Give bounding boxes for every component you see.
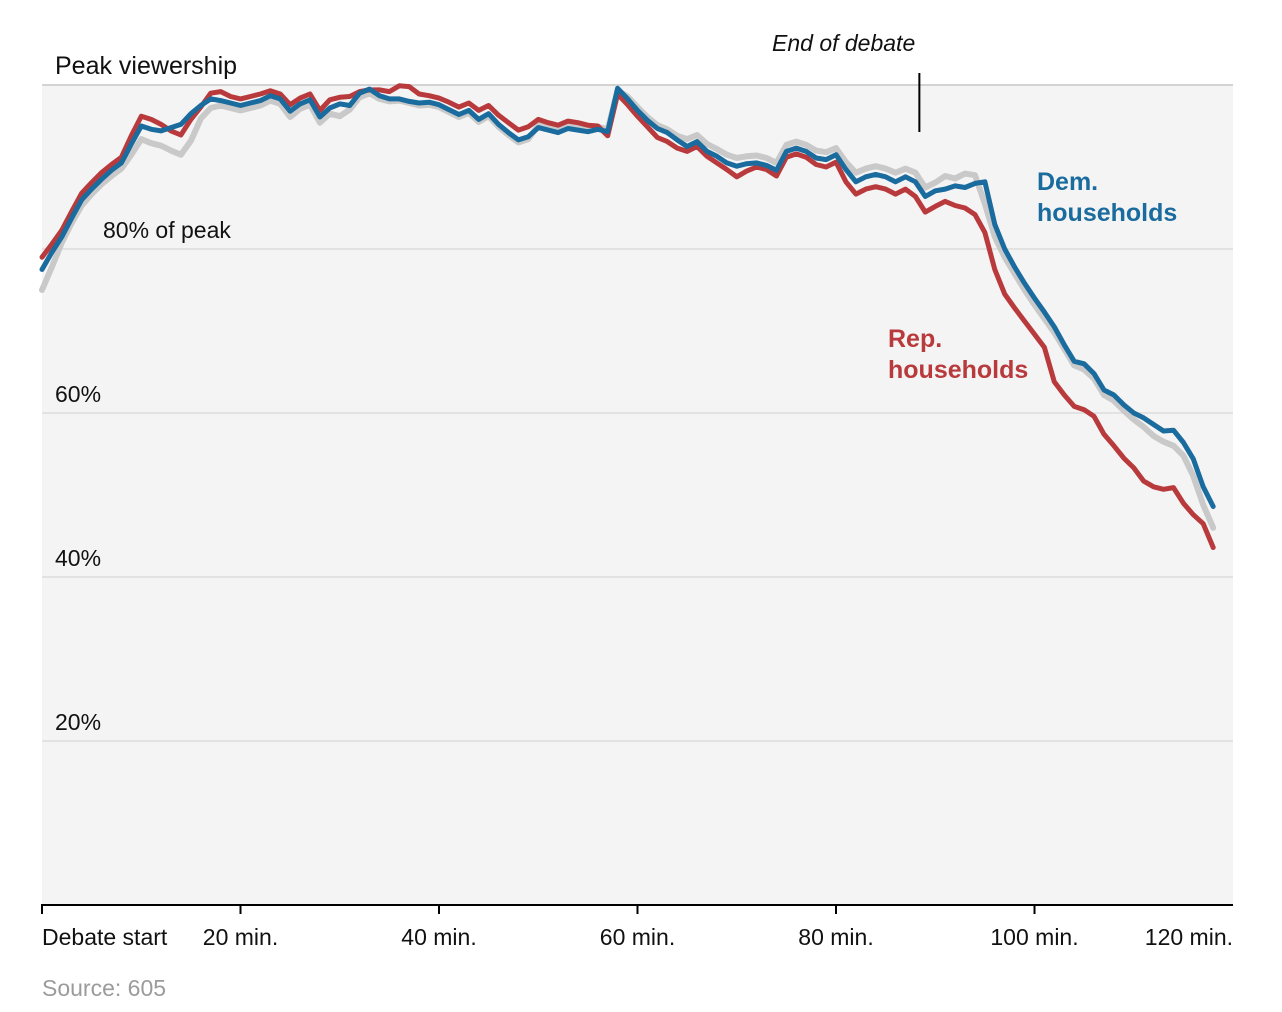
- series-line-dem: [39, 85, 1216, 509]
- end-of-debate-annotation-label: End of debate: [772, 30, 916, 56]
- source-attribution: Source: 605: [42, 975, 167, 1001]
- x-tick-label-100: 100 min.: [990, 924, 1079, 950]
- x-tick-label-0: Debate start: [42, 924, 168, 950]
- x-tick-label-120: 120 min.: [1144, 924, 1233, 950]
- x-tick-label-60: 60 min.: [599, 924, 676, 950]
- y-tick-label-80: 80% of peak: [103, 217, 231, 243]
- y-tick-label-20: 20%: [55, 709, 102, 735]
- series-line-rep: [39, 83, 1216, 550]
- x-tick-label-20: 20 min.: [202, 924, 279, 950]
- plot-area-background: [42, 85, 1233, 905]
- x-tick-label-40: 40 min.: [401, 924, 477, 950]
- y-axis-tick-labels: 80% of peak 60% 40% 20%: [55, 217, 231, 735]
- y-tick-label-40: 40%: [55, 545, 102, 571]
- x-axis-tick-labels: Debate start 20 min. 40 min. 60 min. 80 min.…: [0, 924, 1282, 954]
- chart-title: Peak viewership: [55, 52, 238, 80]
- x-tick-label-80: 80 min.: [798, 924, 874, 950]
- legend-rep-households: Rep. households: [888, 325, 1029, 384]
- legend-dem-households: Dem. households: [1037, 168, 1178, 227]
- y-tick-label-60: 60%: [55, 381, 102, 407]
